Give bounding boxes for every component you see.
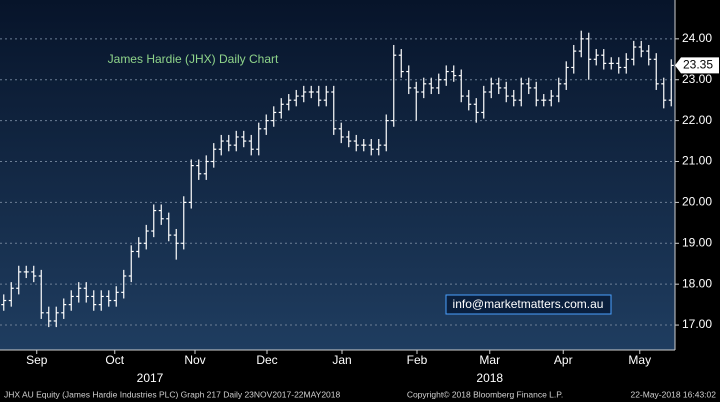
y-tick-label: 18.00: [682, 276, 712, 290]
year-label: 2018: [476, 371, 503, 385]
last-price-tag: [675, 57, 719, 74]
y-tick-label: 24.00: [682, 31, 712, 45]
x-tick-label: Apr: [554, 353, 573, 367]
last-price-label: 23.35: [683, 58, 713, 72]
x-tick-label: Nov: [184, 353, 205, 367]
y-tick-label: 17.00: [682, 317, 712, 331]
x-tick-label: Dec: [256, 353, 277, 367]
x-tick-label: Jan: [332, 353, 351, 367]
chart-title: James Hardie (JHX) Daily Chart: [108, 52, 279, 66]
x-tick-label: Sep: [26, 353, 48, 367]
footer-center: Copyright© 2018 Bloomberg Finance L.P.: [407, 389, 563, 399]
y-tick-label: 19.00: [682, 235, 712, 249]
annotation: info@marketmatters.com.au: [453, 297, 604, 311]
y-tick-label: 23.00: [682, 72, 712, 86]
x-tick-label: Feb: [407, 353, 428, 367]
x-tick-label: Mar: [479, 353, 500, 367]
y-tick-label: 22.00: [682, 113, 712, 127]
plot-area: [0, 0, 675, 350]
annotation-box: [445, 294, 612, 315]
footer-right: 22-May-2018 16:43:02: [630, 389, 716, 399]
footer-left: JHX AU Equity (James Hardie Industries P…: [4, 389, 340, 399]
x-tick-label: Oct: [105, 353, 124, 367]
y-tick-label: 20.00: [682, 195, 712, 209]
year-label: 2017: [137, 371, 164, 385]
y-tick-label: 21.00: [682, 154, 712, 168]
x-tick-label: May: [628, 353, 651, 367]
